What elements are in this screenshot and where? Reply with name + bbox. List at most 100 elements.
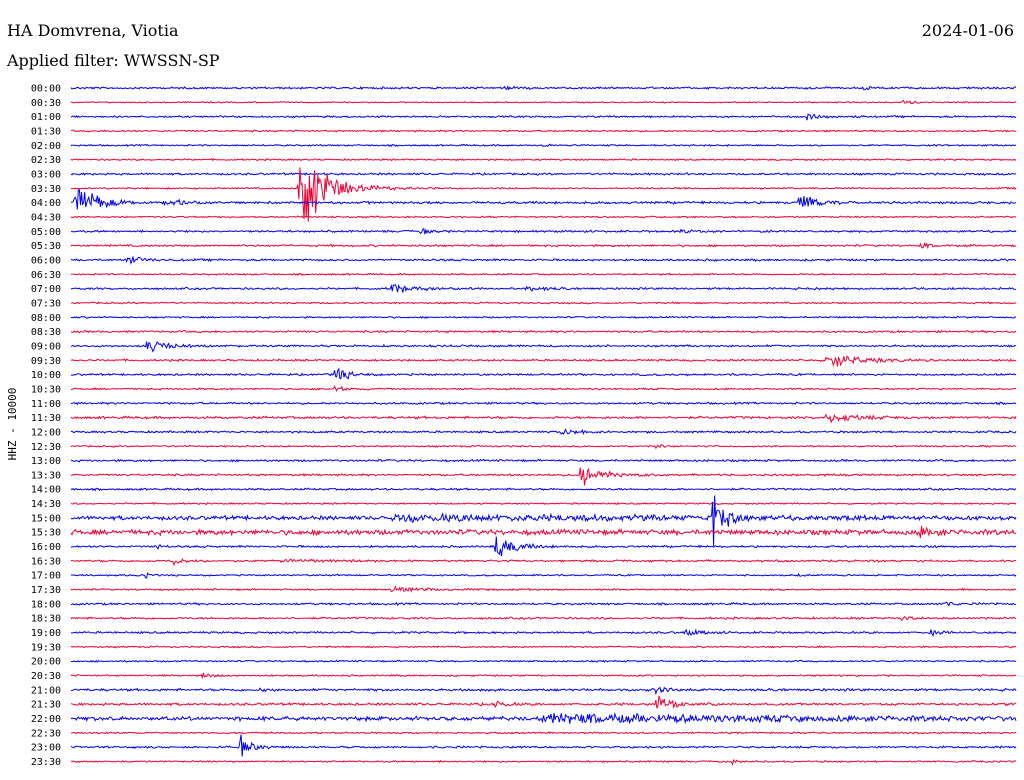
- trace-line: [70, 129, 1017, 133]
- row-label: 06:00: [31, 255, 61, 266]
- row-label: 13:00: [31, 456, 61, 467]
- row-label: 08:30: [31, 327, 61, 338]
- trace-line: [70, 731, 1017, 735]
- row-label: 12:00: [31, 427, 61, 438]
- trace-line: [70, 525, 1017, 538]
- row-label: 09:30: [31, 356, 61, 367]
- row-label: 03:30: [31, 184, 61, 195]
- trace-line: [70, 601, 1017, 607]
- row-label: 00:00: [31, 84, 61, 95]
- row-label: 14:30: [31, 499, 61, 510]
- row-label: 10:00: [31, 370, 61, 381]
- row-label: 17:00: [31, 571, 61, 582]
- row-label: 05:30: [31, 241, 61, 252]
- trace-line: [70, 85, 1017, 91]
- trace-line: [70, 113, 1017, 121]
- row-label: 15:30: [31, 528, 61, 539]
- row-label: 07:00: [31, 284, 61, 295]
- trace-line: [70, 695, 1017, 710]
- row-label: 16:00: [31, 542, 61, 553]
- row-label: 06:30: [31, 270, 61, 281]
- row-label: 04:30: [31, 212, 61, 223]
- trace-line: [70, 467, 1017, 486]
- trace-line: [70, 501, 1017, 506]
- row-label: 20:30: [31, 671, 61, 682]
- trace-line: [70, 672, 1017, 680]
- trace-line: [70, 487, 1017, 492]
- trace-line: [70, 301, 1017, 305]
- row-label: 22:00: [31, 714, 61, 725]
- row-label: 10:30: [31, 384, 61, 395]
- trace-line: [70, 734, 1017, 757]
- date-label: 2024-01-06: [921, 21, 1014, 40]
- row-label: 20:00: [31, 657, 61, 668]
- trace-line: [70, 167, 1017, 222]
- row-label: 12:30: [31, 442, 61, 453]
- trace-line: [70, 557, 1017, 567]
- trace-line: [70, 659, 1017, 663]
- trace-line: [70, 355, 1017, 367]
- row-label: 01:00: [31, 112, 61, 123]
- row-label: 17:30: [31, 585, 61, 596]
- trace-line: [70, 413, 1017, 424]
- trace-line: [71, 228, 1017, 235]
- row-label: 19:00: [31, 628, 61, 639]
- row-label: 11:30: [31, 413, 61, 424]
- trace-line: [70, 272, 1017, 277]
- row-label: 15:00: [31, 513, 61, 524]
- row-label: 02:00: [31, 141, 61, 152]
- trace-line: [70, 256, 1017, 265]
- trace-line: [70, 242, 1017, 250]
- traces: [70, 85, 1017, 766]
- trace-line: [70, 143, 1017, 148]
- row-label: 18:00: [31, 599, 61, 610]
- row-label: 19:30: [31, 642, 61, 653]
- trace-line: [70, 758, 1017, 766]
- row-label: 21:30: [31, 700, 61, 711]
- y-axis-label: HHZ - 10000: [6, 388, 19, 461]
- row-label: 18:30: [31, 614, 61, 625]
- filter-label: Applied filter: WWSSN-SP: [7, 51, 220, 70]
- trace-line: [71, 628, 1017, 638]
- station-title: HA Domvrena, Viotia: [7, 21, 179, 40]
- trace-line: [70, 385, 1017, 393]
- trace-line: [70, 401, 1017, 406]
- row-label: 23:30: [31, 757, 61, 768]
- trace-line: [70, 536, 1017, 556]
- row-label: 09:00: [31, 341, 61, 352]
- trace-line: [70, 572, 1017, 579]
- row-label: 03:00: [31, 169, 61, 180]
- trace-line: [70, 711, 1017, 725]
- trace-line: [70, 215, 1017, 219]
- row-labels: 00:00 00:30 01:00 01:30 02:00 02:30 03:00 03:30…: [31, 84, 61, 769]
- trace-line: [70, 341, 1017, 353]
- row-label: 22:30: [31, 728, 61, 739]
- trace-line: [70, 495, 1017, 546]
- row-label: 23:00: [31, 743, 61, 754]
- row-label: 00:30: [31, 98, 61, 109]
- row-label: 04:00: [31, 198, 61, 209]
- trace-line: [70, 171, 1017, 176]
- trace-line: [70, 585, 1017, 593]
- row-label: 13:30: [31, 470, 61, 481]
- trace-line: [70, 645, 1016, 649]
- row-label: 16:30: [31, 556, 61, 567]
- trace-line: [70, 458, 1017, 463]
- row-label: 07:30: [31, 298, 61, 309]
- row-label: 08:00: [31, 313, 61, 324]
- trace-line: [70, 315, 1017, 319]
- trace-line: [70, 283, 1017, 293]
- trace-line: [70, 329, 1017, 334]
- trace-line: [70, 686, 1017, 696]
- trace-line: [70, 157, 1017, 162]
- trace-line: [70, 367, 1017, 380]
- trace-line: [70, 616, 1017, 622]
- row-label: 02:30: [31, 155, 61, 166]
- trace-line: [70, 428, 1017, 436]
- trace-line: [70, 443, 1017, 450]
- row-label: 11:00: [31, 399, 61, 410]
- row-label: 14:00: [31, 485, 61, 496]
- trace-line: [70, 99, 1017, 105]
- trace-line: [70, 189, 1017, 210]
